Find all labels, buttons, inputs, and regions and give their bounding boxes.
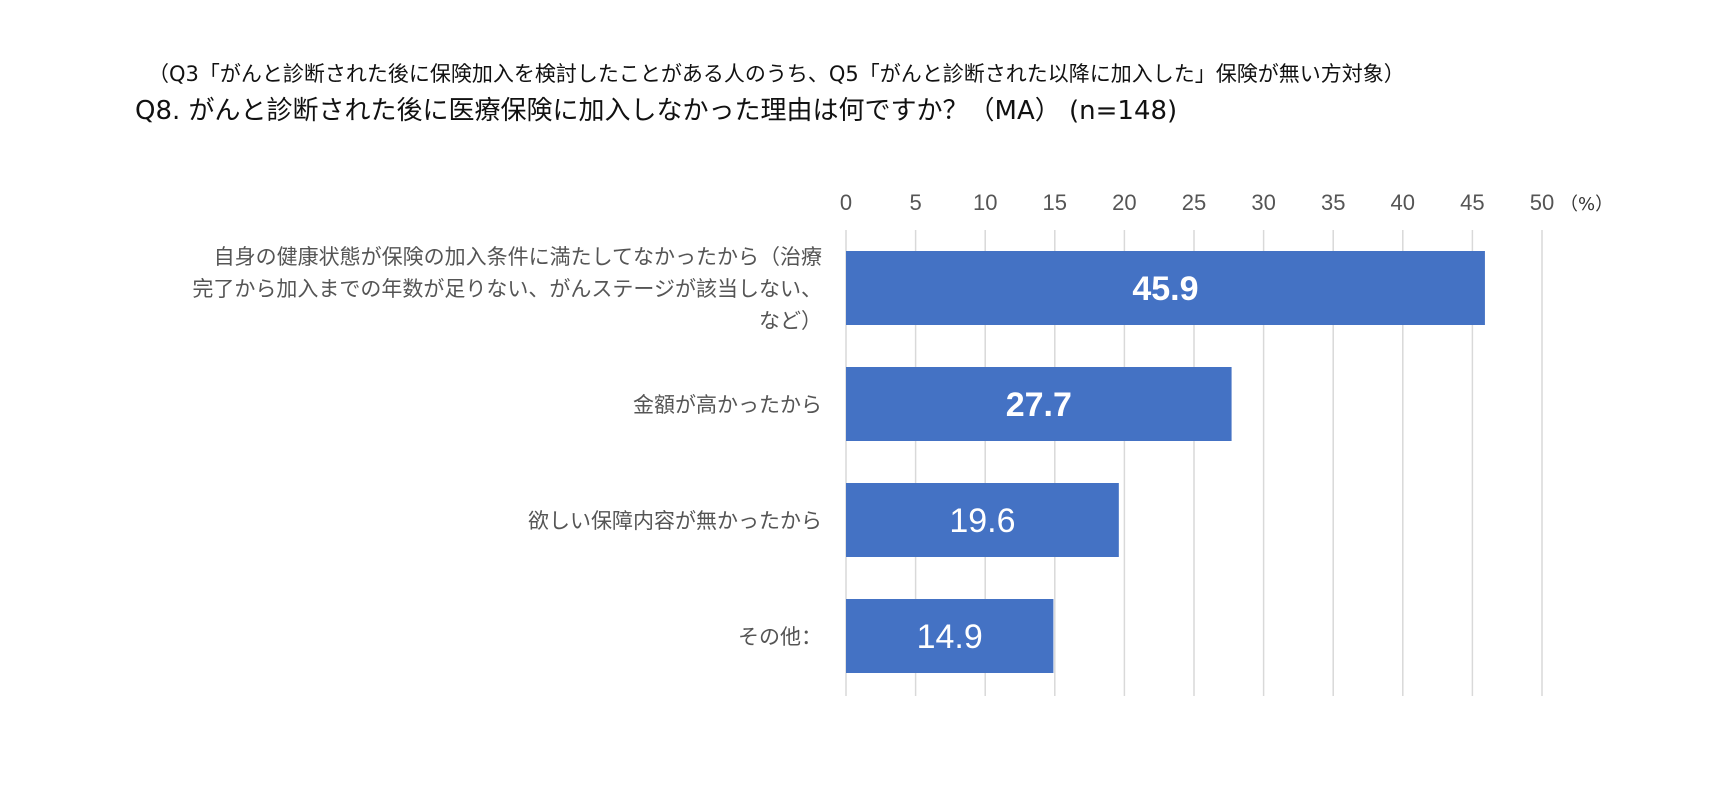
bar xyxy=(846,251,1485,325)
category-label: 欲しい保障内容が無かったから xyxy=(528,509,822,533)
x-axis-unit: （%） xyxy=(1560,194,1613,215)
bar-value-label: 14.9 xyxy=(917,618,983,656)
bar-value-label: 45.9 xyxy=(1132,270,1198,308)
x-tick-label: 15 xyxy=(1043,190,1067,215)
category-label: 自身の健康状態が保険の加入条件に満たしてなかったから（治療 xyxy=(214,245,822,269)
chart-title: Q8. がんと診断された後に医療保険に加入しなかった理由は何ですか？（MA） (… xyxy=(135,96,1178,126)
category-label: その他： xyxy=(738,625,822,649)
bars: 45.9 27.7 19.6 14.9 xyxy=(846,251,1485,673)
category-label: 完了から加入までの年数が足りない、がんステージが該当しない、 xyxy=(192,277,822,301)
category-label: など） xyxy=(759,309,822,333)
x-axis-ticks: 0 5 10 15 20 25 30 35 40 45 50 （%） xyxy=(840,190,1613,215)
bar-value-label: 27.7 xyxy=(1006,386,1072,424)
bar xyxy=(846,367,1232,441)
x-tick-label: 25 xyxy=(1182,190,1206,215)
x-tick-label: 50 xyxy=(1530,190,1554,215)
bar xyxy=(846,599,1054,673)
bar xyxy=(846,483,1119,557)
bar-value-label: 19.6 xyxy=(949,502,1015,540)
x-tick-label: 0 xyxy=(840,190,852,215)
x-tick-label: 45 xyxy=(1460,190,1484,215)
x-tick-label: 10 xyxy=(973,190,997,215)
x-tick-label: 30 xyxy=(1251,190,1275,215)
x-tick-label: 40 xyxy=(1391,190,1415,215)
x-tick-label: 20 xyxy=(1112,190,1136,215)
category-label: 金額が高かったから xyxy=(633,393,822,417)
x-tick-label: 35 xyxy=(1321,190,1345,215)
category-labels: 自身の健康状態が保険の加入条件に満たしてなかったから（治療完了から加入までの年数… xyxy=(192,245,822,649)
x-tick-label: 5 xyxy=(909,190,921,215)
chart-subtitle: （Q3「がんと診断された後に保険加入を検討したことがある人のうち、Q5「がんと診… xyxy=(148,62,1405,86)
